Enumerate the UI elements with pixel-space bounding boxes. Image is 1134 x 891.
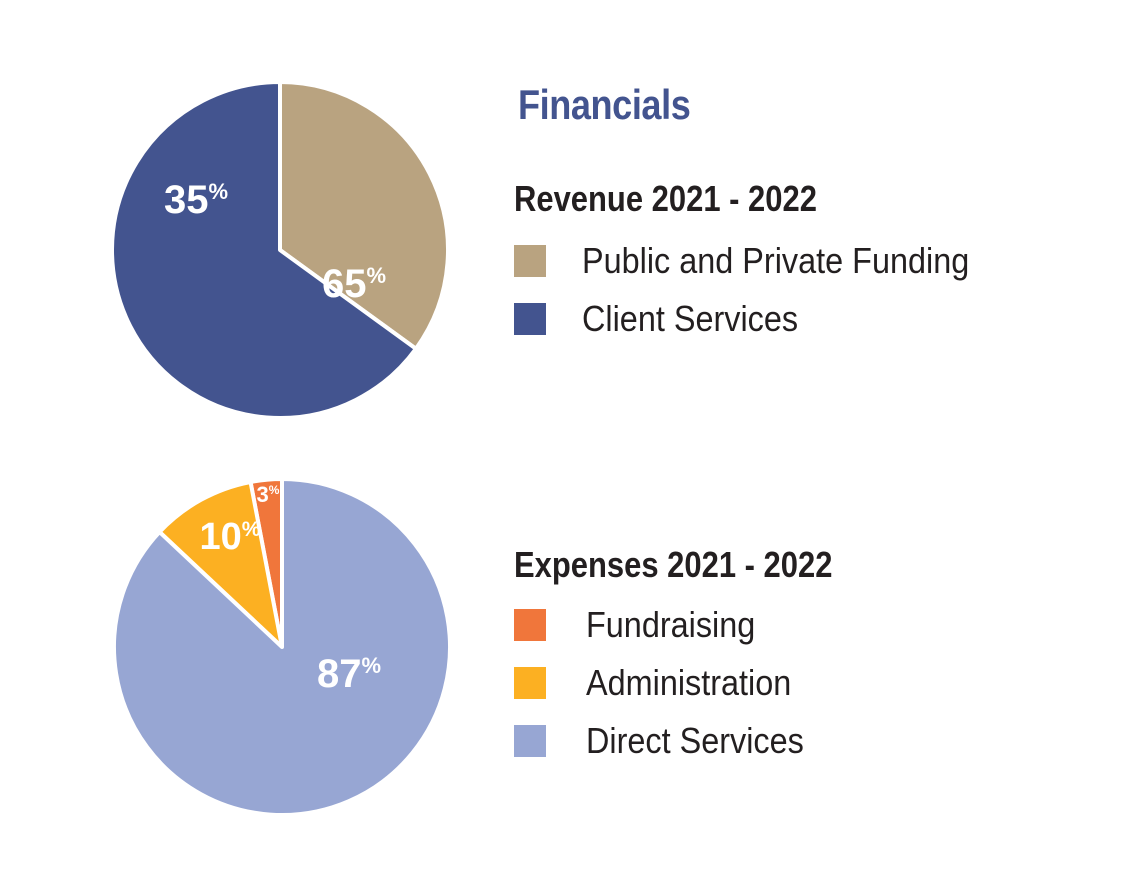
legend-swatch xyxy=(514,667,546,699)
legend-item-fundraising: Fundraising xyxy=(514,596,884,654)
legend-item-public-private-funding: Public and Private Funding xyxy=(514,232,1012,290)
legend-item-direct-services: Direct Services xyxy=(514,712,884,770)
expenses-legend: Expenses 2021 - 2022 Fundraising Adminis… xyxy=(514,543,884,770)
slice-direct-services xyxy=(112,477,452,817)
slice-client-services xyxy=(110,80,418,420)
label-public-private-funding: 35% xyxy=(164,178,228,222)
label-administration: 10% xyxy=(200,516,261,558)
page-title: Financials xyxy=(518,81,691,128)
legend-label: Direct Services xyxy=(586,720,804,761)
legend-item-administration: Administration xyxy=(514,654,884,712)
legend-swatch xyxy=(514,303,546,335)
revenue-chart-title: Revenue 2021 - 2022 xyxy=(514,178,817,219)
slice-public-private-funding xyxy=(278,80,450,351)
slice-administration xyxy=(157,479,284,649)
legend-swatch xyxy=(514,245,546,277)
legend-swatch xyxy=(514,609,546,641)
label-client-services: 65% xyxy=(322,262,386,306)
label-direct-services: 87% xyxy=(317,652,381,696)
revenue-legend: Revenue 2021 - 2022 Public and Private F… xyxy=(514,177,1012,348)
legend-item-client-services: Client Services xyxy=(514,290,1012,348)
legend-label: Fundraising xyxy=(586,604,756,645)
legend-label: Public and Private Funding xyxy=(582,240,970,281)
legend-label: Administration xyxy=(586,662,792,703)
label-fundraising: 3% xyxy=(257,482,280,507)
legend-label: Client Services xyxy=(582,298,799,339)
expenses-chart-title: Expenses 2021 - 2022 xyxy=(514,544,833,585)
legend-swatch xyxy=(514,725,546,757)
